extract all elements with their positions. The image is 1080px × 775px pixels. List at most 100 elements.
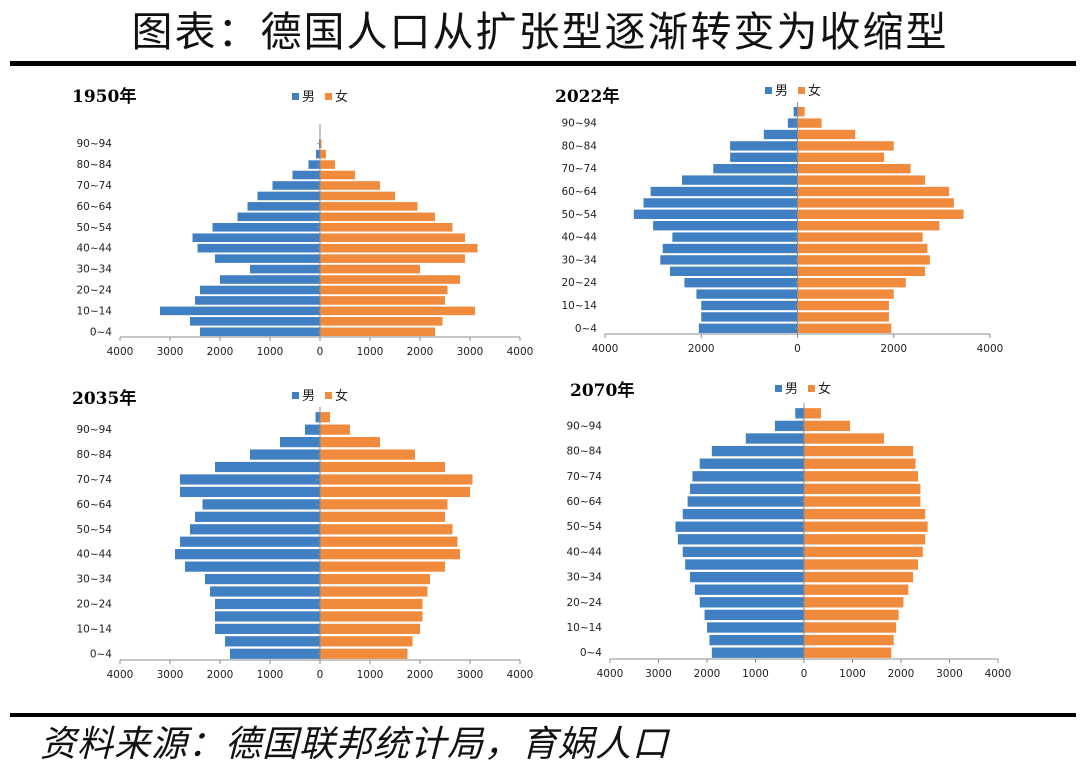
x-tick-label: 1000: [257, 346, 284, 358]
population-pyramid-1950: 1950年男女0~410~1420~2430~3440~4450~5460~64…: [72, 86, 534, 358]
bar-female-60~64: [320, 202, 418, 211]
bar-male-30~34: [690, 571, 804, 583]
bar-male-45~49: [677, 534, 804, 545]
y-tick-label: 70~74: [76, 180, 112, 192]
bar-female-10~14: [804, 622, 897, 633]
bar-male-30~34: [250, 264, 320, 274]
bar-female-35~39: [797, 243, 928, 254]
bar-female-25~29: [804, 584, 909, 595]
bar-male-40~44: [175, 549, 320, 560]
bar-male-65~69: [180, 486, 320, 498]
bar-male-5~9: [701, 312, 798, 322]
x-tick-label: 0: [317, 346, 324, 358]
legend-label-female: 女: [335, 89, 348, 105]
bar-female-60~64: [797, 186, 950, 197]
chart-legend: 男女: [292, 89, 348, 105]
y-tick-label: 30~34: [566, 572, 602, 584]
bar-female-20~24: [320, 285, 448, 295]
y-tick-label: 50~54: [566, 521, 602, 533]
chart-title: 1950年: [72, 86, 136, 107]
bar-female-10~14: [797, 300, 889, 311]
bar-male-75~79: [730, 152, 798, 162]
bar-male-15~19: [696, 289, 798, 299]
x-tick-label: 4000: [507, 346, 534, 358]
bar-male-55~59: [643, 198, 798, 208]
bar-male-0~4: [200, 327, 320, 337]
bar-male-25~29: [210, 586, 320, 597]
bar-female-35~39: [320, 254, 465, 263]
chart-title: 2070年: [570, 380, 634, 401]
bar-female-90~94: [804, 420, 851, 432]
bar-female-60~64: [320, 499, 448, 510]
chart-title: 2022年: [555, 86, 619, 107]
legend-label-male: 男: [785, 382, 798, 397]
bar-female-35~39: [320, 561, 445, 572]
bar-female-0~4: [797, 323, 892, 333]
bar-male-70~74: [180, 474, 320, 485]
bar-male-15~19: [704, 609, 804, 621]
bar-male-35~39: [185, 561, 320, 572]
bar-male-5~9: [190, 317, 320, 326]
x-tick-label: 3000: [936, 668, 963, 680]
y-tick-label: 10~14: [566, 622, 602, 634]
bar-female-40~44: [320, 243, 478, 253]
legend-swatch-male: [775, 385, 782, 392]
bar-male-60~64: [650, 186, 798, 197]
x-tick-label: 4000: [507, 669, 534, 681]
legend-swatch-female: [325, 93, 332, 100]
bar-male-35~39: [685, 559, 804, 570]
bar-female-45~49: [320, 233, 465, 243]
bar-male-40~44: [682, 546, 804, 558]
y-tick-label: 50~54: [561, 209, 597, 221]
bar-female-45~49: [804, 534, 926, 545]
bar-female-55~59: [320, 212, 435, 222]
bar-male-35~39: [662, 243, 798, 254]
bar-female-30~34: [320, 573, 430, 585]
legend-swatch-female: [808, 385, 815, 392]
bar-male-45~49: [192, 233, 320, 243]
top-divider: [10, 61, 1076, 66]
legend-label-female: 女: [808, 83, 821, 99]
y-tick-label: 20~24: [566, 597, 602, 609]
x-tick-label: 1000: [742, 668, 769, 680]
bar-male-65~69: [682, 175, 798, 185]
bar-male-25~29: [220, 275, 320, 284]
bar-female-5~9: [320, 317, 443, 326]
bar-female-60~64: [804, 496, 921, 507]
x-tick-label: 1000: [357, 669, 384, 681]
y-tick-label: 0~4: [90, 648, 112, 660]
bar-female-65~69: [797, 175, 926, 185]
x-tick-label: 3000: [457, 669, 484, 681]
y-tick-label: 90~94: [561, 118, 597, 130]
chart-title: 2035年: [72, 388, 136, 409]
bar-female-20~24: [804, 597, 904, 608]
bar-female-0~4: [320, 648, 408, 659]
y-tick-label: 60~64: [76, 499, 112, 511]
y-tick-label: 80~84: [76, 449, 112, 461]
y-tick-label: 90~94: [76, 424, 112, 436]
y-tick-label: 50~54: [76, 524, 112, 536]
bar-female-30~34: [797, 255, 930, 265]
x-tick-label: 3000: [645, 668, 672, 680]
bar-female-20~24: [320, 598, 423, 610]
bar-female-15~19: [797, 289, 894, 299]
y-tick-label: 70~74: [76, 474, 112, 486]
y-tick-label: 0~4: [575, 323, 597, 335]
bar-male-45~49: [653, 221, 798, 231]
bar-male-30~34: [205, 573, 320, 585]
bar-female-85~89: [797, 129, 856, 140]
bar-male-80~84: [730, 141, 798, 151]
y-tick-label: 60~64: [561, 186, 597, 198]
bar-female-5~9: [804, 634, 894, 646]
y-tick-label: 70~74: [561, 163, 597, 175]
bar-male-0~4: [698, 323, 798, 333]
y-tick-label: 40~44: [561, 232, 597, 244]
bar-female-15~19: [804, 609, 899, 621]
bar-male-70~74: [713, 164, 798, 174]
y-tick-label: 40~44: [76, 243, 112, 255]
bar-female-90~94: [797, 118, 822, 128]
bar-male-75~79: [292, 170, 320, 180]
bar-female-85~89: [804, 433, 885, 444]
y-tick-label: 10~14: [76, 305, 112, 317]
bar-male-90~94: [305, 424, 320, 435]
